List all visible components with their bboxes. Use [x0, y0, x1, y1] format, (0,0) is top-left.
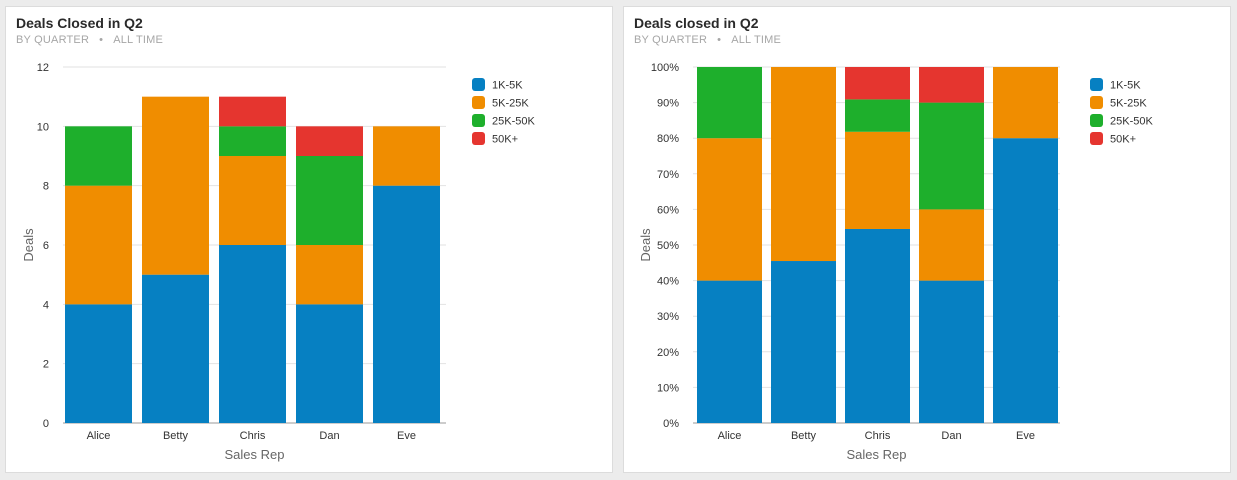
legend-swatch[interactable]	[472, 96, 485, 109]
stacked-bar-chart-counts: 0 2 4 6 8 10 12 Alice Betty Chris Dan Eve Sales Rep D…	[21, 62, 535, 462]
bar-segment-dan-1k5k[interactable]	[919, 280, 984, 423]
y-tick-label: 50%	[657, 240, 679, 252]
x-axis-title: Sales Rep	[847, 447, 907, 462]
bar-segment-chris-25k50k[interactable]	[219, 126, 286, 156]
bar-segment-dan-5k25k[interactable]	[919, 209, 984, 281]
bar-segment-chris-1k5k[interactable]	[845, 228, 910, 423]
bar-segment-chris-5k25k[interactable]	[219, 156, 286, 245]
bar-segment-chris-25k50k[interactable]	[845, 99, 910, 132]
subtitle-by-quarter: BY QUARTER	[16, 34, 90, 46]
y-tick-label: 10	[37, 121, 49, 133]
bar-segment-alice-25k50k[interactable]	[65, 126, 132, 186]
bar-segment-betty-5k25k[interactable]	[142, 96, 209, 275]
legend-swatch[interactable]	[1090, 78, 1103, 91]
y-tick-label: 4	[43, 299, 49, 311]
legend-label[interactable]: 50K+	[492, 134, 518, 146]
legend-label[interactable]: 5K-25K	[492, 98, 529, 110]
bar-segment-betty-5k25k[interactable]	[771, 67, 836, 262]
y-tick-label: 0%	[663, 418, 679, 430]
y-axis-title: Deals	[21, 228, 36, 262]
y-tick-label: 60%	[657, 204, 679, 216]
subtitle-all-time: ALL TIME	[113, 34, 164, 46]
legend-swatch[interactable]	[472, 114, 485, 127]
bar-segment-alice-1k5k[interactable]	[65, 304, 132, 423]
y-tick-label: 12	[37, 62, 49, 74]
x-tick-label: Alice	[718, 430, 742, 442]
legend-label[interactable]: 1K-5K	[492, 80, 523, 92]
legend-label[interactable]: 5K-25K	[1110, 98, 1147, 110]
y-tick-label: 40%	[657, 276, 679, 288]
y-tick-label: 6	[43, 240, 49, 252]
subtitle-all-time: ALL TIME	[731, 34, 782, 46]
y-tick-label: 80%	[657, 133, 679, 145]
bar-segment-dan-5k25k[interactable]	[296, 245, 363, 305]
legend-label[interactable]: 1K-5K	[1110, 80, 1141, 92]
chart-title: Deals Closed in Q2	[16, 15, 143, 31]
x-tick-label: Betty	[163, 430, 189, 442]
chart-subtitle: BY QUARTER • ALL TIME	[16, 34, 163, 46]
y-tick-label: 2	[43, 359, 49, 371]
x-tick-label: Dan	[319, 430, 339, 442]
y-tick-label: 20%	[657, 347, 679, 359]
bar-segment-alice-5k25k[interactable]	[65, 185, 132, 305]
bar-segment-eve-5k25k[interactable]	[373, 126, 440, 186]
y-tick-label: 30%	[657, 311, 679, 323]
stacked-bar-chart-percent: 0% 10% 20% 30% 40% 50% 60% 70% 80% 90% 100% Alice Be…	[638, 62, 1153, 462]
bar-segment-betty-1k5k[interactable]	[142, 274, 209, 423]
x-tick-label: Alice	[87, 430, 111, 442]
y-axis-title: Deals	[638, 228, 653, 262]
chart-subtitle: BY QUARTER • ALL TIME	[634, 34, 781, 46]
legend-label[interactable]: 25K-50K	[1110, 116, 1153, 128]
bar-segment-alice-1k5k[interactable]	[697, 280, 762, 423]
subtitle-by-quarter: BY QUARTER	[634, 34, 708, 46]
bar-segment-eve-5k25k[interactable]	[993, 67, 1058, 139]
subtitle-separator: •	[717, 34, 722, 46]
bar-segment-alice-25k50k[interactable]	[697, 67, 762, 139]
bar-segment-betty-1k5k[interactable]	[771, 261, 836, 423]
x-tick-label: Chris	[865, 430, 891, 442]
x-tick-label: Eve	[1016, 430, 1035, 442]
legend-swatch[interactable]	[472, 78, 485, 91]
y-tick-label: 90%	[657, 98, 679, 110]
y-tick-label: 100%	[651, 62, 679, 74]
legend-label[interactable]: 50K+	[1110, 134, 1136, 146]
bar-segment-dan-25k50k[interactable]	[296, 156, 363, 245]
bar-segment-chris-50k[interactable]	[219, 96, 286, 127]
x-tick-label: Chris	[240, 430, 266, 442]
bar-segment-dan-25k50k[interactable]	[919, 102, 984, 210]
y-tick-label: 8	[43, 181, 49, 193]
bar-segment-dan-50k[interactable]	[296, 126, 363, 156]
bar-segment-chris-1k5k[interactable]	[219, 245, 286, 423]
legend-swatch[interactable]	[1090, 132, 1103, 145]
subtitle-separator: •	[99, 34, 104, 46]
x-tick-label: Eve	[397, 430, 416, 442]
chart-panel-deals-percent: Deals closed in Q2 BY QUARTER • ALL TIME 0…	[623, 6, 1231, 473]
bar-segment-alice-5k25k[interactable]	[697, 138, 762, 281]
x-axis-title: Sales Rep	[225, 447, 285, 462]
bar-segment-eve-1k5k[interactable]	[373, 185, 440, 423]
y-tick-label: 0	[43, 418, 49, 430]
legend-swatch[interactable]	[472, 132, 485, 145]
y-tick-label: 70%	[657, 169, 679, 181]
y-tick-label: 10%	[657, 382, 679, 394]
legend-swatch[interactable]	[1090, 96, 1103, 109]
bar-segment-dan-50k[interactable]	[919, 67, 984, 103]
bar-segment-chris-5k25k[interactable]	[845, 131, 910, 229]
bar-segment-chris-50k[interactable]	[845, 67, 910, 100]
chart-panel-deals-count: Deals Closed in Q2 BY QUARTER • ALL TIME 0…	[5, 6, 613, 473]
legend-label[interactable]: 25K-50K	[492, 116, 535, 128]
legend-swatch[interactable]	[1090, 114, 1103, 127]
bar-segment-dan-1k5k[interactable]	[296, 304, 363, 423]
x-tick-label: Betty	[791, 430, 817, 442]
x-tick-label: Dan	[941, 430, 961, 442]
chart-title: Deals closed in Q2	[634, 15, 759, 31]
bar-segment-eve-1k5k[interactable]	[993, 138, 1058, 423]
